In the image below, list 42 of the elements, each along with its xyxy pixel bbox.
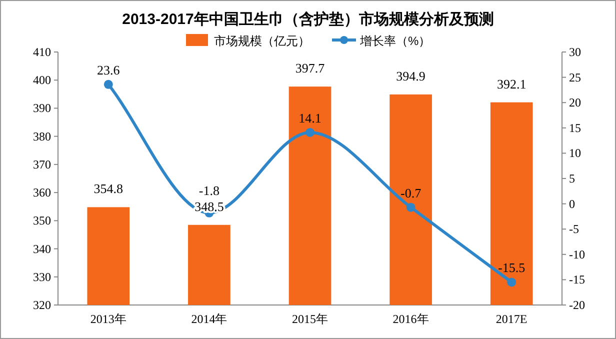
y-tick-label: 380 [33,129,51,144]
y-tick-label: 390 [33,101,51,116]
data-label: 14.1 [298,110,322,126]
y2-tick-label: 15 [569,120,581,135]
point [306,128,314,137]
y-tick-label: 360 [33,186,51,200]
x-tick-label: 2017E [496,312,528,326]
y2-tick-label: -20 [569,298,585,312]
y2-tick-label: 20 [569,96,581,110]
x-tick-label: 2015年 [292,312,328,326]
y-tick-label: 370 [33,157,51,172]
data-label: 397.7 [295,60,326,76]
y-tick-label: 340 [33,242,51,256]
data-label: 354.8 [94,181,124,196]
y-tick-label: 330 [33,270,51,284]
y2-tick-label: 30 [569,45,581,59]
data-label: 23.6 [97,62,120,78]
y-tick-label: 410 [33,45,51,59]
y2-tick-label: -15 [569,272,585,287]
y-tick-label: 400 [33,73,51,88]
y2-tick-label: -5 [569,222,579,236]
y2-tick-label: -10 [569,247,585,262]
y2-tick-label: 5 [569,172,575,186]
data-label: 392.1 [496,76,526,92]
y2-tick-label: 10 [569,146,581,160]
data-label: 394.9 [396,68,426,84]
x-tick-label: 2014年 [191,312,228,326]
point [104,80,113,89]
x-tick-label: 2016年 [392,312,429,326]
point [507,278,516,287]
x-tick-label: 2013年 [90,312,126,326]
point [406,202,416,212]
y-tick-label: 350 [33,214,51,228]
y2-tick-label: 0 [569,196,575,211]
data-label: -15.5 [498,260,526,276]
legend-label: 增长率（%） [359,34,431,48]
y2-tick-label: 25 [569,70,581,84]
y-tick-label: 320 [33,298,51,312]
legend-label: 市场规模（亿元） [214,34,310,48]
data-label: -1.8 [198,182,220,198]
data-label: -0.7 [400,185,422,200]
title: 2013-2017年中国卫生巾（含护垫）市场规模分析及预测 [122,11,494,28]
